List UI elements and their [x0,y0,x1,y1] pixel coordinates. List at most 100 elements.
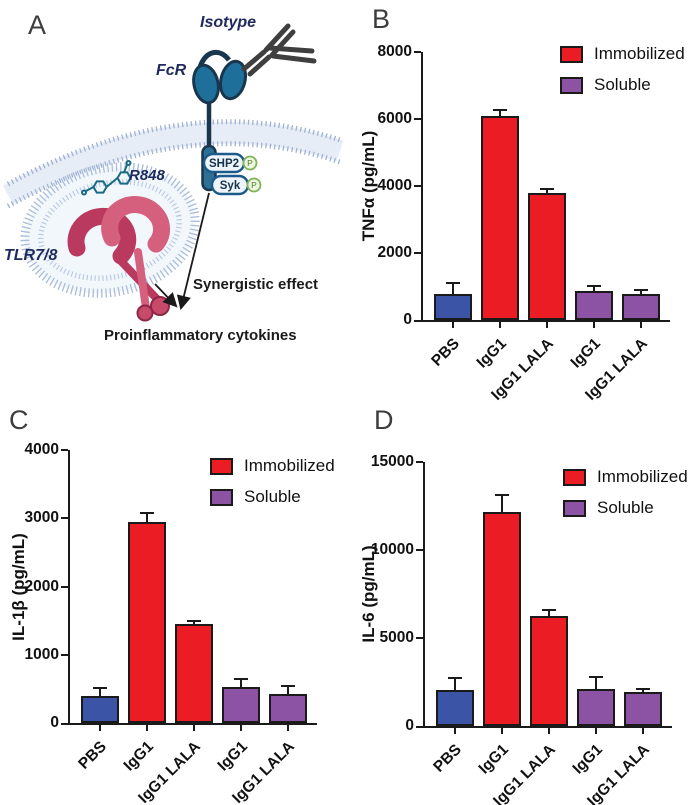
phospho-icon [242,155,258,171]
x-tick [501,728,503,734]
y-tick-label: 0 [403,311,412,328]
legend-row: Soluble [563,498,654,518]
error-bar-cap [540,188,554,191]
error-bar-cap [542,609,556,612]
y-tick [414,320,421,322]
legend-label: Immobilized [594,44,685,63]
legend-row: Soluble [560,75,651,95]
phospho-icon [246,177,262,193]
bar-igg1 [483,512,521,726]
x-tick [146,725,148,731]
synergy-arrows [154,192,210,311]
error-bar-cap [493,108,507,111]
y-tick [416,726,423,728]
panel-d: D 0 5000 10000 15000 PBS IgG1 IgG1 LALA IgG1 IgG… [350,395,700,805]
x-tick [499,322,501,328]
x-tick [640,322,642,328]
x-tick [452,322,454,328]
y-axis-title-text: IL-6 (pg/mL) [359,545,378,643]
fcr-receptor [192,49,248,192]
y-tick-label: 10000 [370,541,414,558]
bar-igg1-lala [175,624,213,723]
error-bar [595,678,597,695]
legend-row: Soluble [210,487,301,507]
y-axis [68,450,70,725]
error-bar [99,688,101,703]
bar-pbs [436,689,474,726]
error-bar-cap [187,619,201,622]
x-axis [68,723,317,725]
error-bar-cap [587,284,601,287]
y-tick [416,637,423,639]
phospho-label: P [247,158,253,168]
synergistic-effect-label: Synergistic effect [193,276,319,293]
y-tick-label: 5000 [379,629,414,646]
y-axis-title-text: TNFα (pg/mL) [359,130,378,242]
error-bar [240,680,242,694]
x-tick [240,725,242,731]
error-bar-cap [93,686,107,689]
x-tick [193,725,195,731]
error-bar-cap [234,678,248,680]
bar-igg1 [222,687,260,723]
error-bar-cap [634,289,648,292]
bar-igg1-lala [528,193,566,320]
chart-tnfa: 0 2000 4000 6000 8000 PBS IgG1 IgG1 LALA IgG1 IgG… [350,0,700,410]
y-tick [61,449,68,451]
x-tick-label-text: IgG1 [567,335,604,372]
x-tick [593,322,595,328]
chart-il1b: 0 1000 2000 3000 4000 PBS IgG1 IgG1 LALA IgG1 IgG… [0,395,350,805]
x-axis [423,726,672,728]
legend-row: Immobilized [563,467,688,487]
tlr7-8-receptor [67,196,171,322]
panel-a: A [0,0,350,395]
x-tick-label-text: PBS [428,335,463,370]
legend-swatch-soluble [560,76,583,94]
tlr-arrow [154,283,178,308]
y-tick [414,51,421,53]
y-tick [416,549,423,551]
x-tick [548,728,550,734]
y-axis [423,462,425,728]
panel-c: C 0 1000 2000 3000 4000 PBS IgG1 IgG1 LALA IgG1 I… [0,395,350,805]
proinflammatory-cytokines-label: Proinflammatory cytokines [104,327,297,344]
y-tick-label: 15000 [370,453,414,470]
error-bar-cap [495,494,509,497]
syk-label: Syk [220,180,241,192]
panel-letter-d: D [374,405,394,435]
y-tick [61,517,68,520]
x-tick [595,728,597,734]
y-tick [416,461,423,463]
x-tick-label-text: IgG1 [473,335,510,372]
bar-pbs [81,696,119,723]
x-tick-label-text: PBS [430,741,465,776]
legend-row: Immobilized [210,456,335,476]
panel-letter-b: B [372,4,391,34]
x-tick [99,725,101,731]
y-axis [421,52,423,322]
legend-swatch-soluble [563,499,586,517]
y-tick [61,723,68,725]
y-tick-label: 6000 [377,110,412,127]
legend-label: Soluble [244,487,301,506]
y-tick-label: 0 [405,717,414,734]
cell-membrane [2,119,344,209]
error-bar [287,686,289,700]
x-tick-label-text: IgG1 [120,738,157,775]
y-tick-label: 3000 [24,509,59,527]
legend-swatch-immobilized [560,45,583,63]
tlr78-label: TLR7/8 [4,247,58,264]
signaling-pills: SHP2 Syk P P [202,152,262,196]
error-bar [452,284,454,301]
bar-igg1 [575,290,613,320]
error-bar [146,514,148,528]
error-bar [501,496,503,519]
legend-label: Immobilized [597,467,688,486]
bar-igg1 [128,521,166,723]
bar-igg1-lala [530,616,568,726]
error-bar-cap [636,688,650,691]
y-tick [414,252,421,254]
legend-label: Immobilized [244,456,335,475]
legend-row: Immobilized [560,44,685,64]
